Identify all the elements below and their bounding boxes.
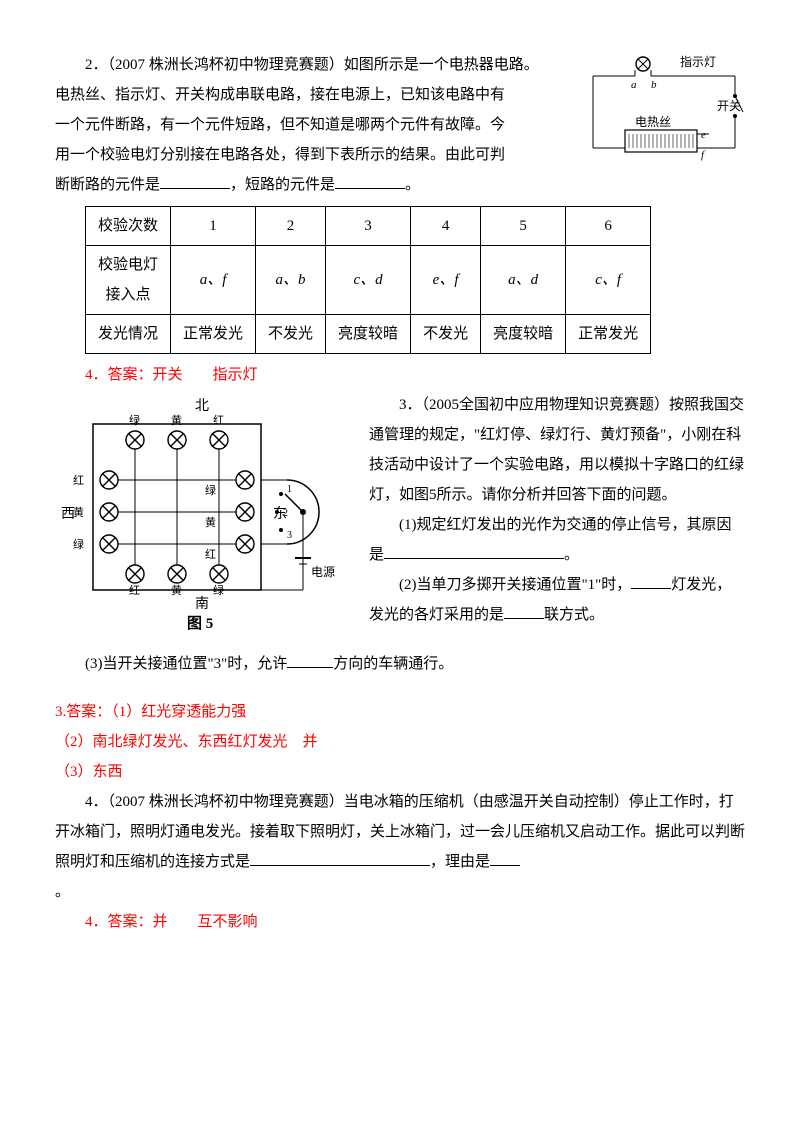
q3-answer: 3.答案：（1）红光穿透能力强 （2）南北绿灯发光、东西红灯发光 并 （3）东西 (55, 697, 745, 787)
pt-a: a (631, 79, 637, 91)
svg-text:绿: 绿 (73, 537, 84, 551)
svg-text:南: 南 (195, 596, 209, 612)
q2-answer: 4．答案：开关 指示灯 (55, 360, 745, 390)
svg-text:图 5: 图 5 (187, 615, 213, 632)
svg-text:绿: 绿 (129, 413, 140, 427)
table-cell: 发光情况 (86, 315, 171, 354)
table-cell: 5 (481, 207, 566, 246)
svg-text:黄: 黄 (73, 505, 84, 519)
table-cell: c、d (326, 246, 411, 315)
blank (160, 173, 230, 189)
pt-e: e (701, 129, 706, 141)
label-indicator: 指示灯 (680, 54, 716, 69)
blank (504, 603, 544, 619)
table-cell: 不发光 (256, 315, 326, 354)
table-cell: 正常发光 (171, 315, 256, 354)
table-cell: e、f (411, 246, 481, 315)
table-cell: 亮度较暗 (326, 315, 411, 354)
pt-f: f (701, 149, 706, 161)
svg-text:1: 1 (287, 484, 292, 495)
blank (335, 173, 405, 189)
table-cell: 2 (256, 207, 326, 246)
svg-text:黄: 黄 (171, 413, 182, 427)
table-cell: 校验次数 (86, 207, 171, 246)
table-cell: a、d (481, 246, 566, 315)
svg-text:电源: 电源 (311, 565, 335, 579)
table-cell: 不发光 (411, 315, 481, 354)
table-cell: 3 (326, 207, 411, 246)
table-cell: 校验电灯接入点 (86, 246, 171, 315)
q2-table: 校验次数 1 2 3 4 5 6 校验电灯接入点 a、f a、b c、d e、f… (85, 206, 651, 354)
svg-text:2: 2 (283, 508, 288, 519)
label-switch: 开关 (717, 99, 741, 113)
svg-text:红: 红 (73, 474, 84, 487)
blank (384, 543, 564, 559)
svg-text:北: 北 (195, 398, 209, 414)
blank (490, 850, 520, 866)
table-cell: 亮度较暗 (481, 315, 566, 354)
q4-answer: 4．答案：并 互不影响 (55, 907, 745, 937)
blank (287, 652, 333, 668)
table-cell: a、f (171, 246, 256, 315)
q2-circuit-diagram: 指示灯 a b 开关 电热丝 e (585, 50, 745, 175)
q3-p4: (3)当开关接通位置"3"时，允许方向的车辆通行。 (55, 649, 745, 679)
label-heater: 电热丝 (635, 115, 671, 129)
table-cell: 4 (411, 207, 481, 246)
q4-p1c: 。 (55, 877, 745, 907)
q4-p1: 4．（2007 株洲长鸿杯初中物理竞赛题）当电冰箱的压缩机（由感温开关自动控制）… (55, 787, 745, 877)
svg-text:3: 3 (287, 530, 292, 541)
q3-traffic-diagram: 北 南 西 东 绿 黄 红 红 黄 绿 红 黄 绿 (55, 394, 355, 645)
blank (250, 850, 430, 866)
svg-text:绿: 绿 (205, 483, 216, 497)
table-cell: c、f (566, 246, 651, 315)
svg-text:红: 红 (213, 414, 224, 427)
svg-text:黄: 黄 (205, 515, 216, 529)
blank (631, 573, 671, 589)
table-cell: 正常发光 (566, 315, 651, 354)
table-cell: 1 (171, 207, 256, 246)
table-cell: 6 (566, 207, 651, 246)
table-cell: a、b (256, 246, 326, 315)
pt-b: b (651, 79, 657, 91)
svg-text:红: 红 (205, 548, 216, 561)
